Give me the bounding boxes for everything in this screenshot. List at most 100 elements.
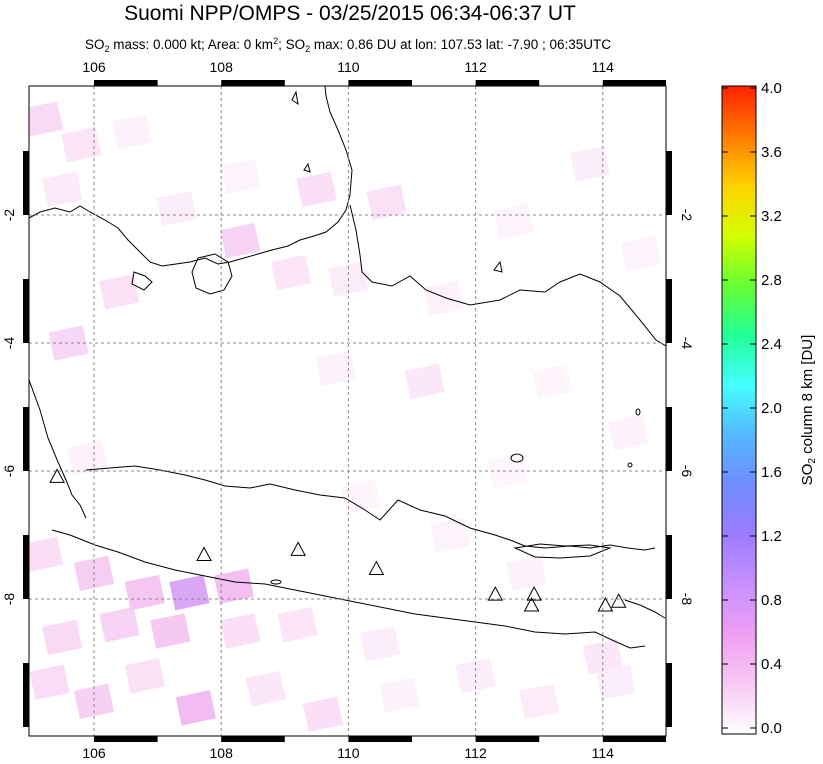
frame-bar-right xyxy=(666,407,672,471)
volcano-markers xyxy=(49,468,627,612)
frame-bar-bottom xyxy=(348,736,412,742)
map-background xyxy=(29,86,666,736)
frame-bar-top xyxy=(94,80,158,86)
so2-cell xyxy=(29,664,70,700)
frame-bar-right xyxy=(666,535,672,599)
x-tick-labels-top: 106 108 110 112 114 xyxy=(82,59,614,75)
colorbar-label: SO2 column 8 km [DU] xyxy=(799,335,818,486)
frame-bars xyxy=(23,80,672,742)
frame-bar-top xyxy=(221,80,285,86)
x-tick-label: 114 xyxy=(592,59,615,75)
so2-cell xyxy=(302,696,344,732)
y-tick-label: -8 xyxy=(1,593,17,606)
frame-bar-bottom xyxy=(221,736,285,742)
y-tick-label: -4 xyxy=(1,337,17,350)
frame-bar-left xyxy=(23,279,29,343)
so2-cell xyxy=(213,568,255,604)
volcano-icon xyxy=(368,560,385,576)
so2-cell xyxy=(506,555,547,592)
so2-cell xyxy=(620,235,662,272)
so2-cell xyxy=(42,171,83,208)
so2-cell xyxy=(150,613,191,649)
frame-bar-right xyxy=(666,663,672,727)
colorbar-tick-label: 0.0 xyxy=(761,720,782,737)
so2-cell xyxy=(595,664,636,700)
x-tick-label: 106 xyxy=(82,745,106,759)
so2-cell xyxy=(169,574,210,611)
colorbar-ticks: 4.0 3.6 3.2 2.8 2.4 2.0 1.6 1.2 0.8 0.4 0.0 xyxy=(722,80,782,737)
colorbar-tick-label: 2.4 xyxy=(761,336,782,353)
volcano-icon xyxy=(523,596,540,612)
frame-bar-left xyxy=(23,535,29,599)
chart-subtitle: SO2 mass: 0.000 kt; Area: 0 km2; SO2 max… xyxy=(85,36,611,54)
so2-cell xyxy=(531,363,573,400)
frame-bar-top xyxy=(475,80,540,86)
colorbar-tick-label: 1.6 xyxy=(761,464,782,481)
so2-cell xyxy=(156,190,197,227)
frame-bar-bottom xyxy=(602,736,666,742)
so2-cell xyxy=(366,184,407,220)
chart-title: Suomi NPP/OMPS - 03/25/2015 06:34-06:37 … xyxy=(124,2,576,25)
x-tick-label: 112 xyxy=(464,745,487,759)
subtitle-so2-a: SO xyxy=(85,37,105,52)
so2-cell xyxy=(48,325,89,361)
so2-cell xyxy=(271,254,312,291)
so2-cell xyxy=(175,690,216,726)
y-tick-labels-right: -2 -4 -6 -8 xyxy=(679,209,695,606)
so2-cell xyxy=(404,363,445,400)
x-tick-label: 108 xyxy=(210,745,234,759)
colorbar-tick-label: 4.0 xyxy=(761,80,782,97)
so2-cell xyxy=(220,613,261,649)
volcano-icon xyxy=(487,586,504,601)
so2-cell xyxy=(112,114,153,150)
volcano-icon xyxy=(196,546,212,561)
volcano-icon xyxy=(49,468,65,483)
x-tick-label: 112 xyxy=(464,59,487,75)
so2-cell xyxy=(277,606,318,643)
so2-cell xyxy=(61,126,102,163)
so2-heatmap xyxy=(29,101,662,732)
so2-cell xyxy=(315,350,356,387)
so2-cell xyxy=(124,574,165,611)
so2-cell xyxy=(296,171,337,208)
colorbar xyxy=(721,85,757,735)
y-tick-labels-left: -2 -4 -6 -8 xyxy=(1,209,17,606)
coastlines xyxy=(29,86,666,649)
grid-lines xyxy=(29,86,666,736)
x-tick-label: 108 xyxy=(210,59,234,75)
so2-cell xyxy=(430,517,471,553)
frame-bar-bottom xyxy=(475,736,540,742)
so2-cell xyxy=(423,280,464,316)
frame-bar-left xyxy=(23,663,29,727)
so2-cell xyxy=(42,619,83,656)
y-tick-label: -2 xyxy=(1,209,17,222)
so2-cell xyxy=(99,606,140,643)
so2-cell xyxy=(341,478,382,515)
colorbar-tick-label: 2.8 xyxy=(761,272,782,289)
frame-bar-right xyxy=(666,151,672,215)
frame-bar-right xyxy=(666,279,672,343)
x-tick-label: 114 xyxy=(592,745,615,759)
colorbar-tick-label: 3.6 xyxy=(761,144,782,161)
x-tick-label: 106 xyxy=(82,59,106,75)
so2-cell xyxy=(608,414,649,451)
frame-bar-left xyxy=(23,151,29,215)
so2-cell xyxy=(220,222,261,259)
so2-cell xyxy=(99,274,140,310)
frame-bar-left xyxy=(23,407,29,471)
y-tick-label: -2 xyxy=(679,209,695,222)
volcano-icon xyxy=(597,596,614,612)
so2-cell xyxy=(29,536,64,572)
frame-bar-bottom xyxy=(94,736,158,742)
so2-cell xyxy=(379,677,420,713)
colorbar-tick-label: 1.2 xyxy=(761,528,782,545)
y-tick-label: -6 xyxy=(679,465,695,478)
colorbar-tick-label: 3.2 xyxy=(761,208,782,225)
frame-bar-top xyxy=(602,80,666,86)
so2-cell xyxy=(245,670,286,707)
y-tick-label: -4 xyxy=(679,337,695,350)
x-tick-labels-bottom: 106 108 110 112 114 xyxy=(82,745,615,761)
x-tick-label: 110 xyxy=(337,59,360,75)
